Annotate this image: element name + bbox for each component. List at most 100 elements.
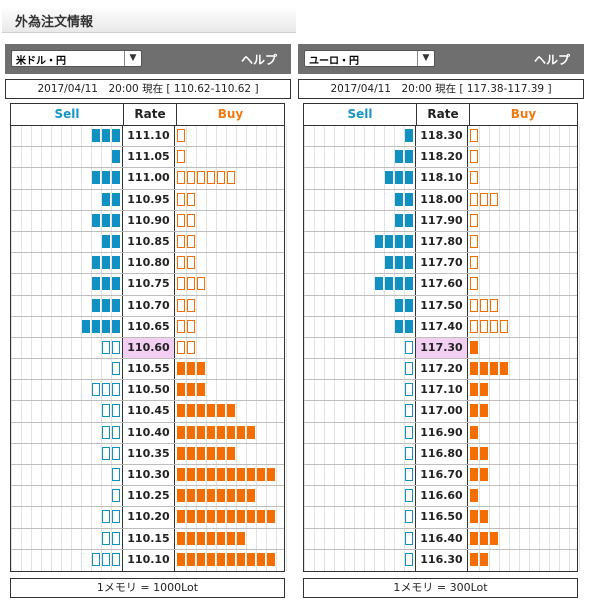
grid-line	[334, 210, 335, 231]
buy-volume-block	[217, 404, 225, 418]
grid-line	[344, 168, 345, 189]
grid-line	[539, 359, 540, 380]
grid-line	[549, 337, 550, 359]
grid-line	[21, 549, 22, 571]
grid-line	[364, 528, 365, 549]
grid-line	[81, 274, 82, 295]
buy-volume-block	[490, 298, 498, 312]
grid-line	[81, 253, 82, 274]
grid-line	[559, 274, 560, 295]
scale-note: 1メモリ = 1000Lot	[10, 577, 285, 598]
grid-line	[226, 189, 227, 210]
grid-line	[304, 359, 305, 380]
grid-line	[489, 168, 490, 189]
buy-volume-block	[177, 192, 185, 206]
grid-line	[31, 210, 32, 231]
grid-line	[344, 126, 345, 147]
grid-line	[499, 337, 500, 359]
grid-line	[559, 126, 560, 147]
grid-line	[41, 507, 42, 528]
sell-volume-block	[385, 256, 393, 270]
grid-line	[334, 401, 335, 422]
grid-line	[344, 401, 345, 422]
buy-volume-block	[197, 404, 205, 418]
grid-line	[286, 168, 287, 189]
currency-pair-select[interactable]: 米ドル・円 ▼	[11, 50, 142, 67]
grid-line	[529, 147, 530, 168]
sell-cell	[304, 359, 416, 380]
grid-line	[304, 295, 305, 316]
grid-line	[216, 189, 217, 210]
grid-line	[101, 465, 102, 486]
sell-volume-block	[112, 531, 120, 545]
grid-line	[559, 189, 560, 210]
grid-line	[51, 465, 52, 486]
grid-line	[21, 274, 22, 295]
grid-line	[314, 253, 315, 274]
grid-line	[404, 253, 405, 274]
grid-line	[489, 422, 490, 443]
grid-line	[374, 380, 375, 401]
sell-cell	[304, 274, 416, 295]
grid-line	[489, 253, 490, 274]
grid-line	[304, 147, 305, 168]
grid-line	[479, 274, 480, 295]
grid-line	[579, 337, 580, 359]
grid-line	[304, 231, 305, 253]
grid-line	[519, 359, 520, 380]
grid-line	[71, 316, 72, 337]
grid-line	[569, 443, 570, 464]
buy-volume-block	[470, 277, 478, 291]
buy-volume-block	[187, 298, 195, 312]
buy-volume-block	[490, 531, 498, 545]
buy-volume-block	[480, 552, 488, 566]
grid-line	[21, 528, 22, 549]
chevron-down-icon[interactable]: ▼	[417, 51, 434, 66]
grid-line	[186, 210, 187, 231]
help-link[interactable]: ヘルプ	[240, 53, 277, 67]
sell-volume-block	[405, 277, 413, 291]
grid-line	[509, 274, 510, 295]
grid-line	[111, 401, 112, 422]
sell-volume-block	[112, 234, 120, 248]
sell-volume-block	[395, 319, 403, 333]
grid-line	[256, 189, 257, 210]
grid-line	[256, 528, 257, 549]
grid-line	[41, 189, 42, 210]
grid-line	[499, 443, 500, 464]
rate-cell: 110.20	[123, 507, 175, 528]
chevron-down-icon[interactable]: ▼	[124, 51, 141, 66]
grid-line	[539, 401, 540, 422]
buy-volume-block	[177, 256, 185, 270]
grid-line	[196, 231, 197, 253]
buy-volume-block	[187, 256, 195, 270]
grid-line	[364, 210, 365, 231]
grid-line	[286, 210, 287, 231]
grid-line	[71, 210, 72, 231]
grid-line	[529, 231, 530, 253]
grid-line	[81, 465, 82, 486]
rate-cell: 110.50	[123, 380, 175, 401]
sell-volume-block	[92, 129, 100, 142]
grid-line	[489, 380, 490, 401]
grid-line	[226, 337, 227, 359]
grid-line	[314, 295, 315, 316]
grid-line	[266, 401, 267, 422]
grid-line	[579, 126, 580, 147]
sell-volume-block	[395, 171, 403, 185]
grid-line	[236, 549, 237, 571]
grid-line	[519, 380, 520, 401]
grid-line	[81, 147, 82, 168]
grid-line	[404, 231, 405, 253]
grid-line	[216, 147, 217, 168]
grid-line	[256, 422, 257, 443]
grid-line	[344, 189, 345, 210]
grid-line	[394, 486, 395, 507]
grid-line	[246, 253, 247, 274]
help-link[interactable]: ヘルプ	[533, 53, 570, 67]
buy-header: Buy	[510, 107, 537, 121]
sell-volume-block	[405, 446, 413, 460]
currency-pair-select[interactable]: ユーロ・円 ▼	[304, 50, 435, 67]
buy-volume-block	[237, 510, 245, 524]
grid-line	[91, 253, 92, 274]
